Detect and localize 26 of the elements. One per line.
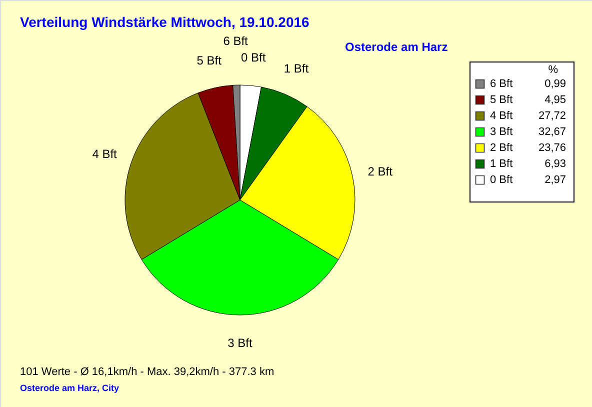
legend-label: 1 Bft <box>490 158 513 170</box>
data-label: 4,95 <box>544 94 566 106</box>
legend-label: 0 Bft <box>490 174 513 186</box>
legend-label: 6 Bft <box>490 78 513 90</box>
slice-label: 3 Bft <box>228 336 253 350</box>
legend-label: 3 Bft <box>490 126 513 138</box>
data-label: 23,76 <box>538 142 566 154</box>
slice-label: 5 Bft <box>196 53 222 68</box>
chart-title: Verteilung Windstärke Mittwoch, 19.10.2016 <box>20 14 310 30</box>
chart-subtitle: Osterode am Harz <box>345 40 448 54</box>
slice-label: 1 Bft <box>284 62 310 76</box>
data-label: 2,97 <box>544 174 566 186</box>
data-label: 32,67 <box>538 126 566 138</box>
data-label: 0,99 <box>544 78 566 90</box>
slice-label: 0 Bft <box>240 50 266 65</box>
legend-label: 4 Bft <box>490 110 513 122</box>
legend-title: % <box>548 64 558 76</box>
text: 101 Werte - Ø 16,1km/h - Max. 39,2km/h - 377.3 km <box>20 366 274 378</box>
data-label: 6,93 <box>544 158 566 170</box>
legend-label: 2 Bft <box>490 142 513 154</box>
data-label: 27,72 <box>538 110 566 122</box>
slice-label: 4 Bft <box>92 147 118 162</box>
slice-label: 2 Bft <box>368 164 394 178</box>
legend-label: 5 Bft <box>490 94 513 106</box>
text: Osterode am Harz, City <box>20 383 120 393</box>
slice-label: 6 Bft <box>223 34 249 48</box>
